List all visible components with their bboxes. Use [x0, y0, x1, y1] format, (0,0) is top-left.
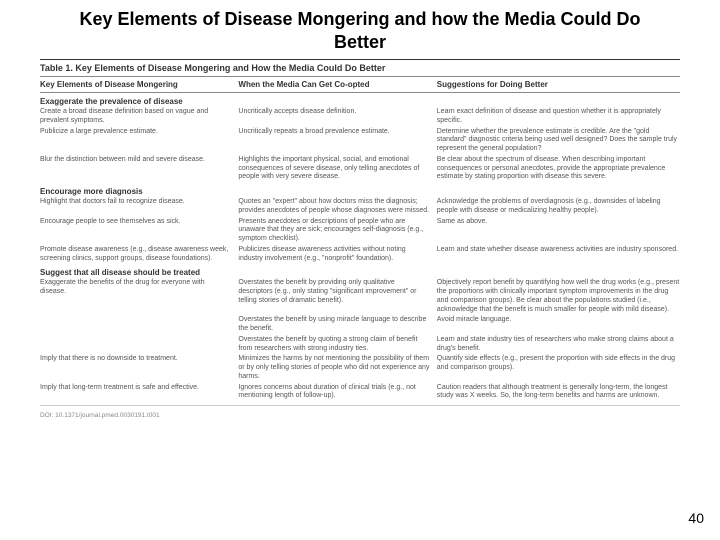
table-cell: Blur the distinction between mild and se… — [40, 156, 238, 182]
table-cell: Learn and state industry ties of researc… — [437, 336, 680, 354]
table-cell: Uncritically repeats a broad prevalence … — [238, 128, 436, 154]
table-cell: Determine whether the prevalence estimat… — [437, 128, 680, 154]
table-cell: Overstates the benefit by using miracle … — [238, 316, 436, 334]
table-header-row: Key Elements of Disease Mongering When t… — [40, 76, 680, 93]
table-cell: Caution readers that although treatment … — [437, 384, 680, 402]
table-cell: Overstates the benefit by providing only… — [238, 279, 436, 314]
table-row: Create a broad disease definition based … — [40, 107, 680, 127]
table-cell: Highlight that doctors fail to recognize… — [40, 198, 238, 216]
section-heading: Exaggerate the prevalence of disease — [40, 93, 680, 107]
table-cell: Create a broad disease definition based … — [40, 108, 238, 126]
table-cell: Quantify side effects (e.g., present the… — [437, 355, 680, 381]
table-row: Highlight that doctors fail to recognize… — [40, 197, 680, 217]
table-row: Overstates the benefit by quoting a stro… — [40, 335, 680, 355]
table-cell — [40, 316, 238, 334]
table-row: Promote disease awareness (e.g., disease… — [40, 245, 680, 265]
table-cell: Minimizes the harms by not mentioning th… — [238, 355, 436, 381]
table-body: Exaggerate the prevalence of diseaseCrea… — [40, 93, 680, 402]
table-row: Encourage people to see themselves as si… — [40, 217, 680, 245]
table-cell: Encourage people to see themselves as si… — [40, 218, 238, 244]
page-number: 40 — [688, 510, 704, 526]
table-caption: Table 1. Key Elements of Disease Mongeri… — [40, 59, 680, 76]
table-row: Imply that there is no downside to treat… — [40, 354, 680, 382]
table-cell: Acknowledge the problems of overdiagnosi… — [437, 198, 680, 216]
table-cell: Uncritically accepts disease definition. — [238, 108, 436, 126]
table-cell: Exaggerate the benefits of the drug for … — [40, 279, 238, 314]
table-cell: Same as above. — [437, 218, 680, 244]
table-cell: Quotes an "expert" about how doctors mis… — [238, 198, 436, 216]
table-container: Table 1. Key Elements of Disease Mongeri… — [0, 59, 720, 419]
table-cell: Publicizes disease awareness activities … — [238, 246, 436, 264]
table-cell: Imply that there is no downside to treat… — [40, 355, 238, 381]
section-heading: Suggest that all disease should be treat… — [40, 264, 680, 278]
table-cell: Learn exact definition of disease and qu… — [437, 108, 680, 126]
table-cell: Highlights the important physical, socia… — [238, 156, 436, 182]
header-col-1: Key Elements of Disease Mongering — [40, 80, 238, 89]
section-heading: Encourage more diagnosis — [40, 183, 680, 197]
doi-text: DOI: 10.1371/journal.pmed.0030191.t001 — [40, 405, 680, 419]
table-row: Publicize a large prevalence estimate.Un… — [40, 127, 680, 155]
table-cell: Imply that long-term treatment is safe a… — [40, 384, 238, 402]
slide-title: Key Elements of Disease Mongering and ho… — [0, 0, 720, 59]
table-cell: Learn and state whether disease awarenes… — [437, 246, 680, 264]
table-cell: Avoid miracle language. — [437, 316, 680, 334]
table-cell: Overstates the benefit by quoting a stro… — [238, 336, 436, 354]
table-row: Imply that long-term treatment is safe a… — [40, 383, 680, 403]
table-cell — [40, 336, 238, 354]
header-col-3: Suggestions for Doing Better — [437, 80, 680, 89]
table-cell: Promote disease awareness (e.g., disease… — [40, 246, 238, 264]
table-row: Overstates the benefit by using miracle … — [40, 315, 680, 335]
table-cell: Presents anecdotes or descriptions of pe… — [238, 218, 436, 244]
table-row: Blur the distinction between mild and se… — [40, 155, 680, 183]
table-cell: Publicize a large prevalence estimate. — [40, 128, 238, 154]
header-col-2: When the Media Can Get Co-opted — [238, 80, 436, 89]
table-cell: Objectively report benefit by quantifyin… — [437, 279, 680, 314]
table-cell: Be clear about the spectrum of disease. … — [437, 156, 680, 182]
table-row: Exaggerate the benefits of the drug for … — [40, 278, 680, 315]
table-cell: Ignores concerns about duration of clini… — [238, 384, 436, 402]
